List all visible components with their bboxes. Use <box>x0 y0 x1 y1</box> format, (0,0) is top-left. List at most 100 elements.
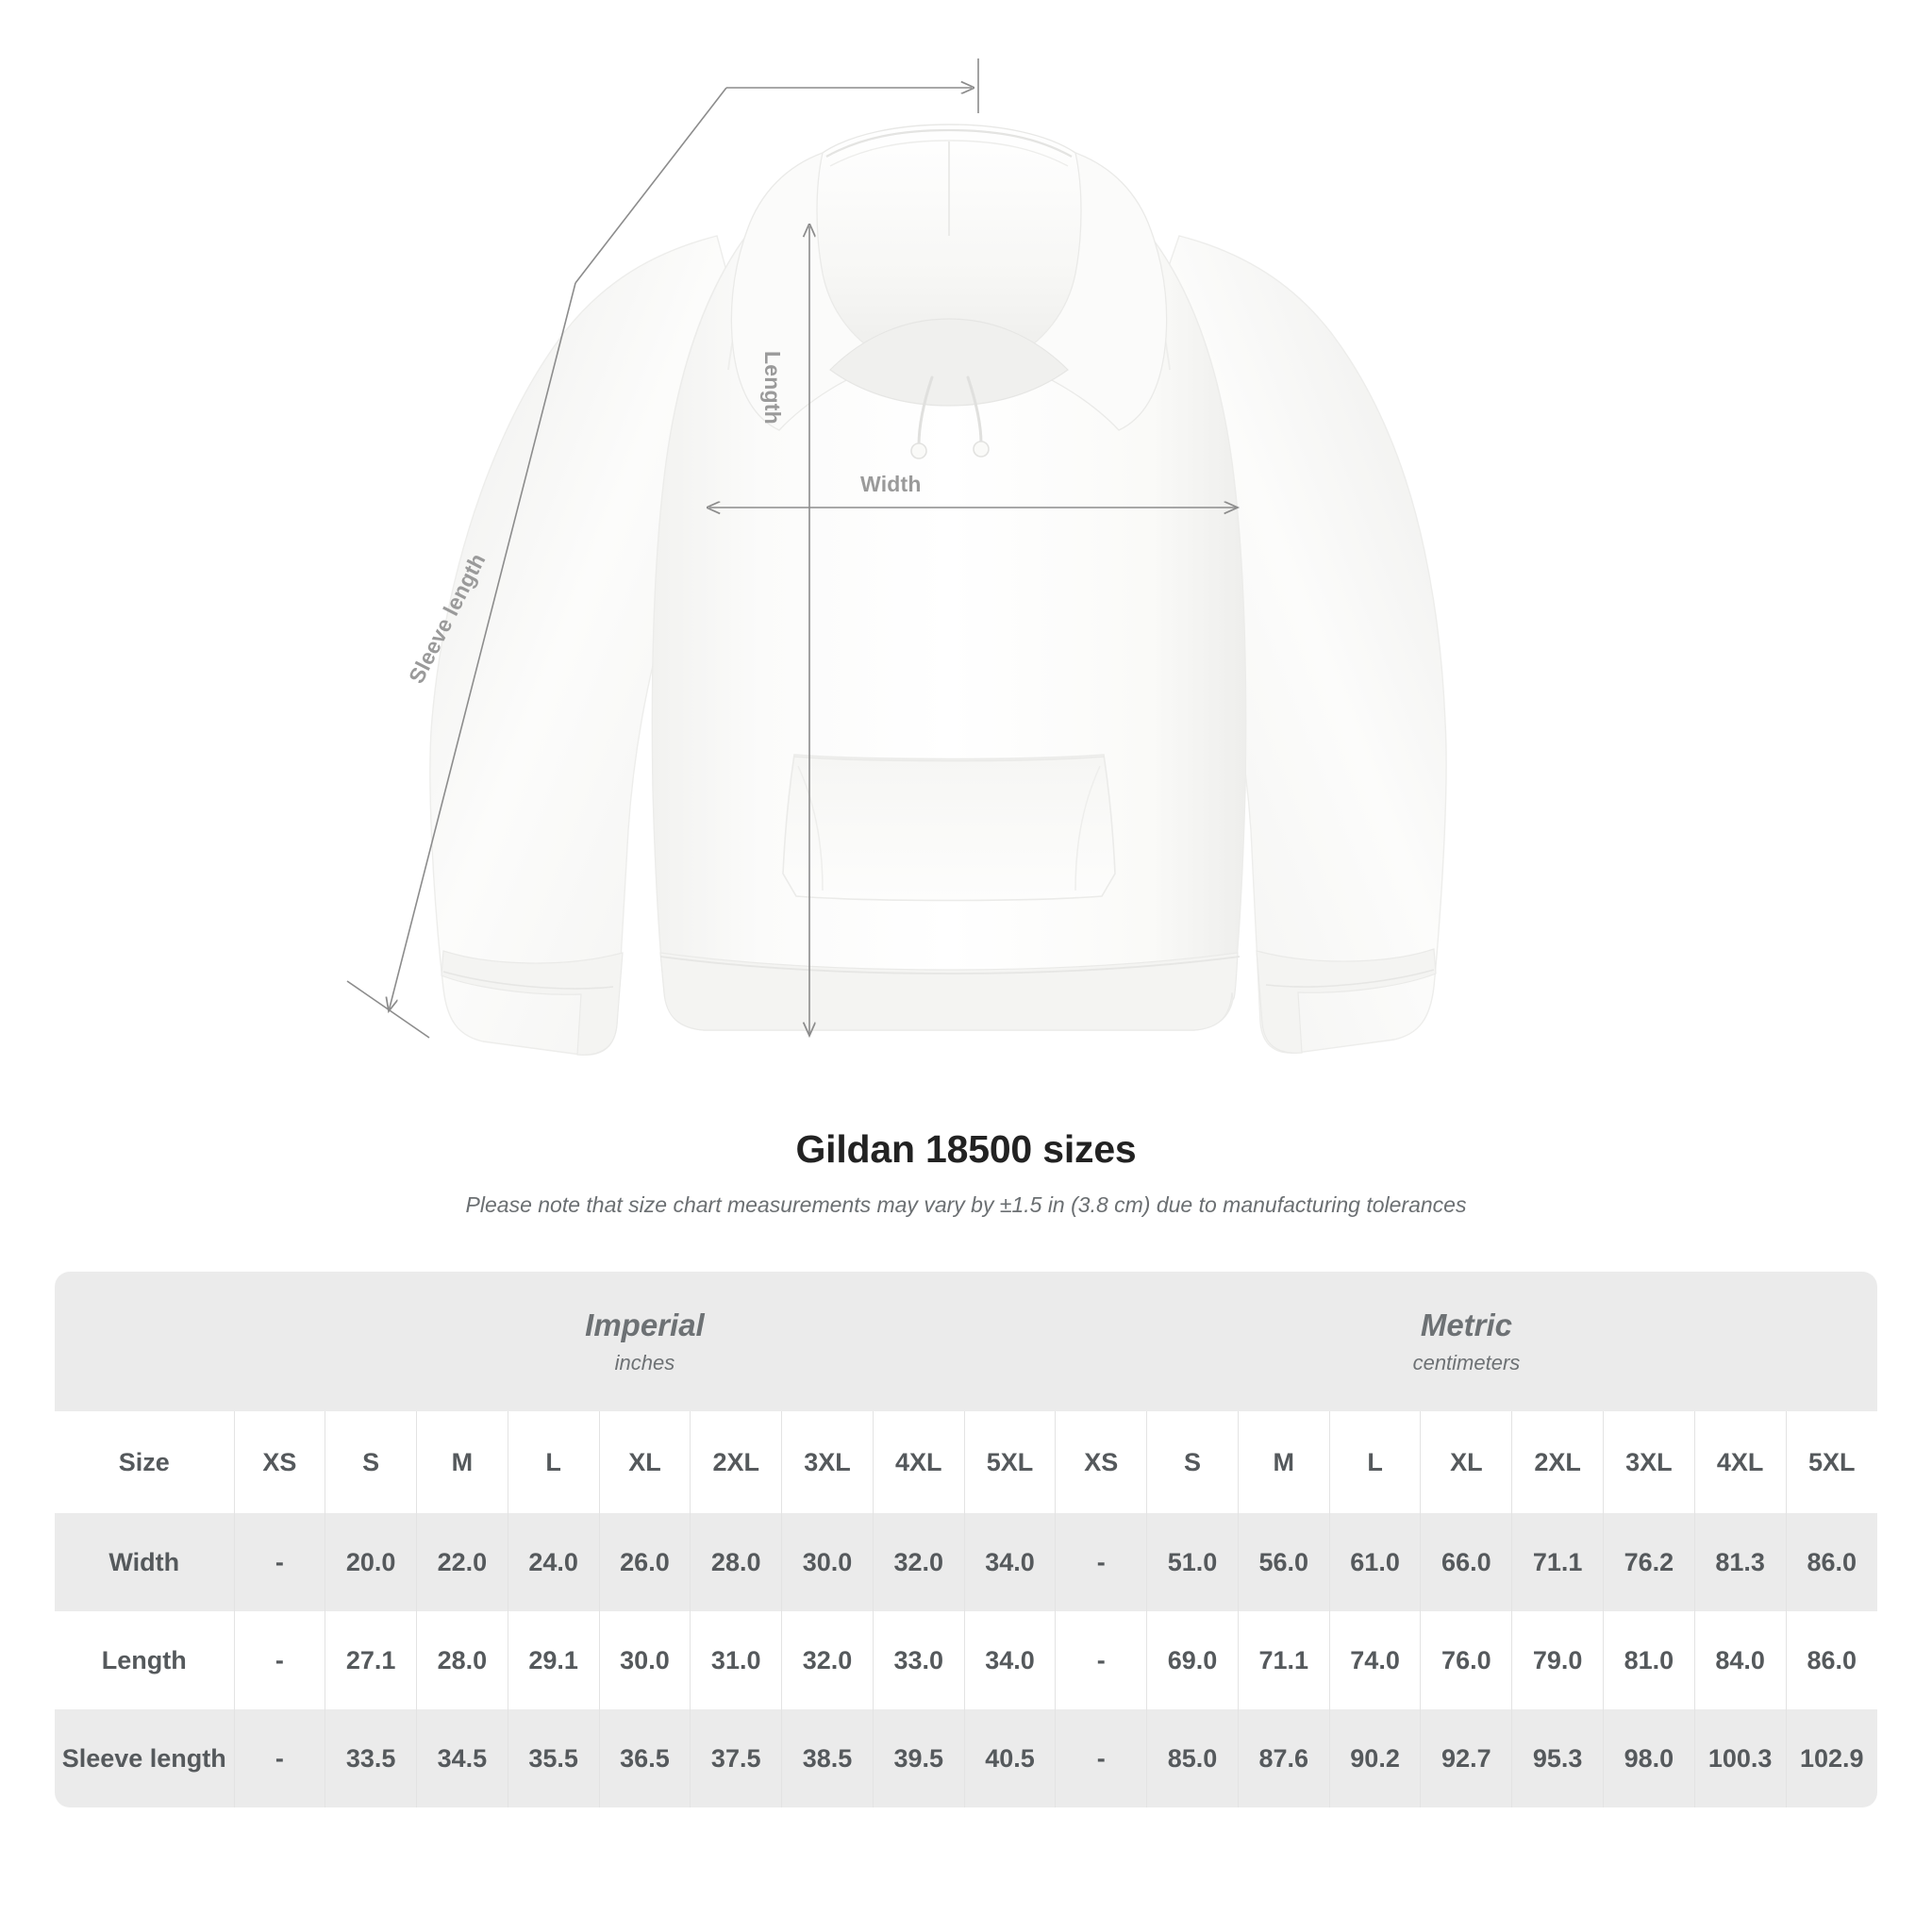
cell-sleeve-imperial-3xl: 38.5 <box>781 1709 874 1807</box>
cell-length-imperial-5xl: 34.0 <box>963 1611 1056 1709</box>
cell-length-imperial-4xl: 33.0 <box>872 1611 965 1709</box>
cell-length-metric-4xl: 84.0 <box>1693 1611 1787 1709</box>
row-label-length: Length <box>55 1611 234 1709</box>
cell-sleeve-metric-l: 90.2 <box>1328 1709 1421 1807</box>
cell-width-imperial-5xl: 34.0 <box>963 1513 1056 1611</box>
cell-length-imperial-3xl: 32.0 <box>781 1611 874 1709</box>
size-col-imperial-xs: XS <box>233 1411 325 1513</box>
row-label-sleeve-length: Sleeve length <box>55 1709 234 1807</box>
size-header-label: Size <box>55 1411 234 1513</box>
page-title: Gildan 18500 sizes <box>795 1127 1137 1171</box>
cell-width-metric-2xl: 71.1 <box>1511 1513 1604 1611</box>
sleeve-bottom-tick <box>346 980 430 1039</box>
cell-width-metric-3xl: 76.2 <box>1602 1513 1695 1611</box>
unit-group-metric-sub: centimeters <box>1412 1350 1521 1374</box>
cell-sleeve-imperial-4xl: 39.5 <box>872 1709 965 1807</box>
unit-corner-cell <box>55 1272 234 1411</box>
cell-sleeve-metric-5xl: 102.9 <box>1785 1709 1877 1807</box>
cell-width-metric-5xl: 86.0 <box>1785 1513 1877 1611</box>
cell-sleeve-metric-xl: 92.7 <box>1420 1709 1512 1807</box>
cell-length-imperial-l: 29.1 <box>507 1611 600 1709</box>
chart-title-block: Gildan 18500 sizes Please note that size… <box>0 1127 1932 1218</box>
size-col-metric-5xl: 5XL <box>1785 1411 1877 1513</box>
cell-width-imperial-l: 24.0 <box>507 1513 600 1611</box>
cell-width-imperial-s: 20.0 <box>325 1513 417 1611</box>
size-col-metric-3xl: 3XL <box>1602 1411 1695 1513</box>
cell-length-metric-5xl: 86.0 <box>1785 1611 1877 1709</box>
unit-header-row: Imperial inches Metric centimeters <box>55 1272 1877 1411</box>
size-col-imperial-m: M <box>416 1411 508 1513</box>
size-col-imperial-2xl: 2XL <box>690 1411 782 1513</box>
unit-group-imperial: Imperial inches <box>234 1272 1056 1411</box>
cell-length-metric-xl: 76.0 <box>1420 1611 1512 1709</box>
cell-sleeve-metric-s: 85.0 <box>1146 1709 1239 1807</box>
size-col-imperial-3xl: 3XL <box>781 1411 874 1513</box>
cell-length-imperial-2xl: 31.0 <box>690 1611 782 1709</box>
cell-width-metric-s: 51.0 <box>1146 1513 1239 1611</box>
cell-sleeve-imperial-2xl: 37.5 <box>690 1709 782 1807</box>
cell-length-metric-l: 74.0 <box>1328 1611 1421 1709</box>
cell-width-imperial-4xl: 32.0 <box>872 1513 965 1611</box>
cell-width-metric-4xl: 81.3 <box>1693 1513 1787 1611</box>
cell-sleeve-imperial-xl: 36.5 <box>598 1709 691 1807</box>
cell-sleeve-metric-3xl: 98.0 <box>1602 1709 1695 1807</box>
cell-width-imperial-3xl: 30.0 <box>781 1513 874 1611</box>
cell-width-metric-l: 61.0 <box>1328 1513 1421 1611</box>
row-label-width: Width <box>55 1513 234 1611</box>
cell-sleeve-metric-4xl: 100.3 <box>1693 1709 1787 1807</box>
cell-width-imperial-xs: - <box>233 1513 325 1611</box>
unit-group-metric: Metric centimeters <box>1055 1272 1877 1411</box>
measurement-lines <box>346 58 1238 1039</box>
cell-length-metric-s: 69.0 <box>1146 1611 1239 1709</box>
cell-length-imperial-xl: 30.0 <box>598 1611 691 1709</box>
table-row: Width - 20.0 22.0 24.0 26.0 28.0 30.0 32… <box>55 1513 1877 1611</box>
cell-width-metric-xl: 66.0 <box>1420 1513 1512 1611</box>
cell-sleeve-metric-m: 87.6 <box>1237 1709 1330 1807</box>
cell-length-imperial-m: 28.0 <box>416 1611 508 1709</box>
size-col-metric-m: M <box>1237 1411 1330 1513</box>
cell-length-imperial-s: 27.1 <box>325 1611 417 1709</box>
size-col-imperial-xl: XL <box>598 1411 691 1513</box>
cell-sleeve-imperial-xs: - <box>233 1709 325 1807</box>
cell-sleeve-metric-2xl: 95.3 <box>1511 1709 1604 1807</box>
hoodie-garment <box>429 124 1447 1056</box>
cell-length-metric-3xl: 81.0 <box>1602 1611 1695 1709</box>
tolerance-note: Please note that size chart measurements… <box>465 1192 1467 1217</box>
cell-length-metric-m: 71.1 <box>1237 1611 1330 1709</box>
cell-length-metric-xs: - <box>1055 1611 1147 1709</box>
hoodie-illustration <box>346 58 1447 1056</box>
table-row: Length - 27.1 28.0 29.1 30.0 31.0 32.0 3… <box>55 1611 1877 1709</box>
size-col-metric-xl: XL <box>1420 1411 1512 1513</box>
unit-group-imperial-sub: inches <box>614 1350 675 1374</box>
size-col-metric-4xl: 4XL <box>1693 1411 1787 1513</box>
sleeve-leader-diagonal <box>575 87 727 284</box>
cell-length-imperial-xs: - <box>233 1611 325 1709</box>
cell-width-imperial-m: 22.0 <box>416 1513 508 1611</box>
size-col-imperial-l: L <box>507 1411 600 1513</box>
length-dimension-label: Length <box>760 351 785 425</box>
unit-group-imperial-name: Imperial <box>585 1307 705 1343</box>
size-col-imperial-s: S <box>325 1411 417 1513</box>
size-table-container: Imperial inches Metric centimeters Size … <box>55 1272 1877 1807</box>
unit-group-metric-name: Metric <box>1420 1307 1513 1343</box>
size-table: Imperial inches Metric centimeters Size … <box>55 1272 1877 1807</box>
cell-width-imperial-xl: 26.0 <box>598 1513 691 1611</box>
size-col-imperial-4xl: 4XL <box>872 1411 965 1513</box>
table-row: Sleeve length - 33.5 34.5 35.5 36.5 37.5… <box>55 1709 1877 1807</box>
size-col-metric-l: L <box>1328 1411 1421 1513</box>
size-col-metric-xs: XS <box>1055 1411 1147 1513</box>
cell-width-metric-m: 56.0 <box>1237 1513 1330 1611</box>
cell-width-imperial-2xl: 28.0 <box>690 1513 782 1611</box>
cell-sleeve-metric-xs: - <box>1055 1709 1147 1807</box>
cell-sleeve-imperial-s: 33.5 <box>325 1709 417 1807</box>
cell-sleeve-imperial-5xl: 40.5 <box>963 1709 1056 1807</box>
size-col-metric-2xl: 2XL <box>1511 1411 1604 1513</box>
size-col-metric-s: S <box>1146 1411 1239 1513</box>
cell-sleeve-imperial-m: 34.5 <box>416 1709 508 1807</box>
cell-width-metric-xs: - <box>1055 1513 1147 1611</box>
size-header-row: Size XS S M L XL 2XL 3XL 4XL 5XL XS S M … <box>55 1411 1877 1513</box>
sleeve-length-line <box>389 282 576 1011</box>
cell-sleeve-imperial-l: 35.5 <box>507 1709 600 1807</box>
width-dimension-label: Width <box>860 472 922 496</box>
